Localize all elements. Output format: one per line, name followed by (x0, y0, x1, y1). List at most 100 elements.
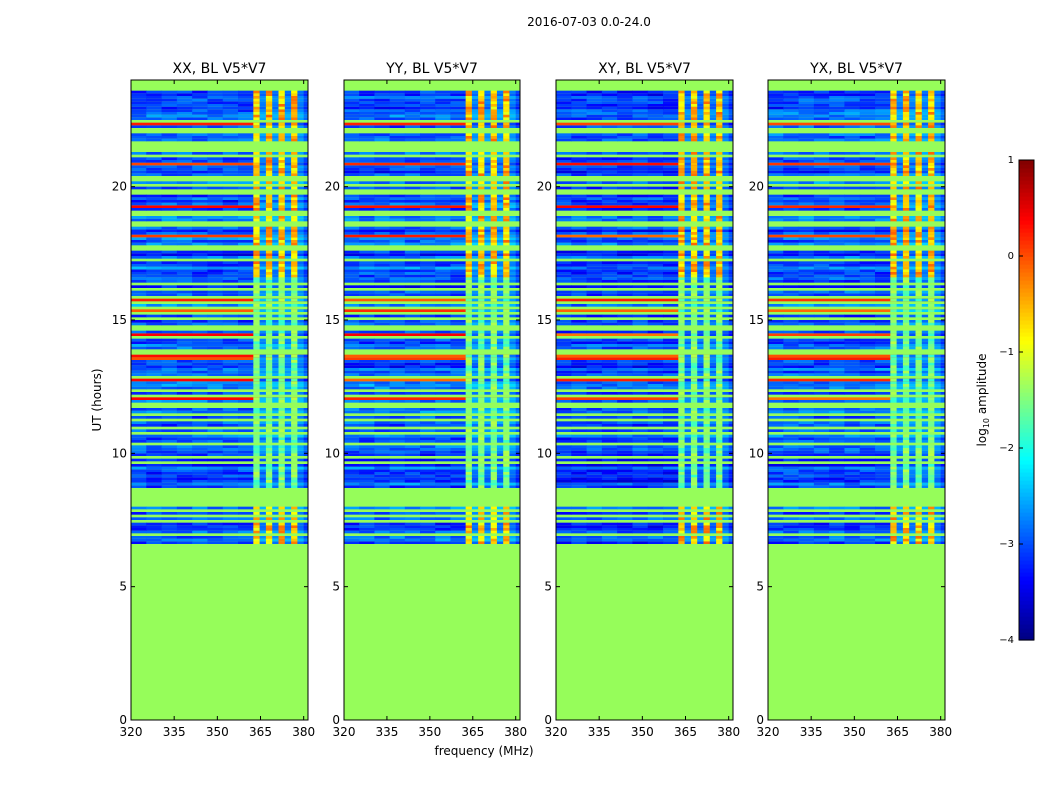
heatmap-cell (404, 429, 421, 432)
heatmap-cell (374, 384, 391, 387)
heatmap-cell (259, 373, 267, 376)
heatmap-cell (490, 506, 498, 510)
heatmap-cell (678, 408, 686, 411)
heatmap-cell (374, 368, 391, 371)
heatmap-cell (161, 160, 178, 163)
heatmap-cell (690, 381, 698, 384)
heatmap-cell (284, 96, 292, 99)
heatmap-cell (344, 437, 360, 440)
heatmap-cell (509, 162, 517, 166)
heatmap-cell (222, 424, 239, 427)
heatmap-cell (207, 194, 224, 198)
heatmap-row (556, 373, 733, 376)
heatmap-cell (571, 381, 588, 384)
heatmap-cell (435, 477, 451, 480)
heatmap-cell (503, 253, 510, 256)
heatmap-cell (420, 437, 436, 440)
heatmap-cell (703, 472, 711, 475)
heatmap-cell (176, 272, 193, 275)
heatmap-cell (503, 477, 510, 480)
heatmap-cell (663, 512, 679, 515)
heatmap-cell (278, 208, 286, 211)
heatmap-cell (222, 106, 239, 110)
heatmap-cell (690, 344, 698, 347)
heatmap-cell (556, 400, 572, 403)
heatmap-cell (490, 541, 498, 544)
heatmap-cell (484, 165, 492, 168)
heatmap-cell (556, 365, 572, 368)
heatmap-cell (253, 226, 261, 230)
heatmap-cell (420, 330, 436, 334)
heatmap-cell (465, 464, 473, 467)
heatmap-cell (278, 261, 286, 264)
heatmap-cell (515, 330, 520, 334)
heatmap-cell (515, 117, 520, 120)
heatmap-cell (496, 517, 504, 520)
heatmap-cell (192, 525, 208, 528)
heatmap-cell (265, 445, 273, 448)
heatmap-cell (722, 408, 730, 411)
heatmap-cell (490, 250, 498, 254)
heatmap-cell (478, 397, 485, 400)
heatmap-cell (161, 208, 178, 211)
heatmap-row (344, 378, 520, 382)
heatmap-row (556, 410, 733, 414)
heatmap-cell (450, 506, 467, 510)
heatmap-cell (278, 445, 286, 448)
heatmap-cell (146, 256, 163, 259)
heatmap-cell (490, 464, 498, 467)
heatmap-cell (601, 400, 618, 403)
heatmap-cell (503, 386, 510, 390)
heatmap-cell (503, 165, 510, 168)
heatmap-cell (617, 429, 633, 432)
heatmap-cell (509, 269, 517, 272)
heatmap-cell (490, 274, 498, 278)
heatmap-cell (404, 242, 421, 246)
heatmap-cell (374, 109, 391, 112)
heatmap-cell (420, 517, 436, 520)
heatmap-cell (297, 381, 305, 384)
heatmap-cell (389, 448, 406, 451)
heatmap-cell (678, 370, 686, 374)
heatmap-cell (265, 482, 273, 486)
heatmap-cell (253, 522, 261, 526)
heatmap-cell (471, 269, 479, 272)
heatmap-cell (161, 216, 178, 219)
heatmap-cell (586, 384, 603, 387)
heatmap-cell (389, 360, 406, 363)
heatmap-cell (146, 421, 163, 424)
heatmap-cell (265, 122, 273, 126)
heatmap-cell (450, 106, 467, 110)
heatmap-cell (716, 506, 723, 510)
heatmap-cell (207, 485, 224, 488)
heatmap-cell (253, 365, 261, 368)
heatmap-cell (278, 250, 286, 254)
heatmap-cell (161, 261, 178, 264)
heatmap-cell (450, 98, 467, 102)
heatmap-cell (176, 168, 193, 171)
heatmap-cell (703, 384, 711, 387)
heatmap-cell (647, 474, 664, 478)
heatmap-cell (222, 365, 239, 368)
heatmap-cell (207, 242, 224, 246)
heatmap-cell (496, 170, 504, 174)
heatmap-cell (678, 485, 686, 488)
heatmap-cell (647, 344, 664, 347)
heatmap-cell (259, 450, 267, 454)
heatmap-cell (509, 474, 517, 478)
heatmap-cell (272, 290, 279, 294)
heatmap-cell (404, 237, 421, 240)
heatmap-cell (265, 250, 273, 254)
heatmap-cell (161, 362, 178, 366)
heatmap-cell (389, 370, 406, 374)
heatmap-cell (647, 429, 664, 432)
heatmap-cell (678, 512, 686, 515)
heatmap-cell (503, 242, 510, 246)
heatmap-cell (146, 253, 163, 256)
heatmap-cell (496, 160, 504, 163)
heatmap-cell (359, 170, 375, 174)
heatmap-cell (146, 368, 163, 371)
heatmap-cell (496, 416, 504, 419)
heatmap-cell (297, 472, 305, 475)
heatmap-cell (238, 480, 254, 483)
